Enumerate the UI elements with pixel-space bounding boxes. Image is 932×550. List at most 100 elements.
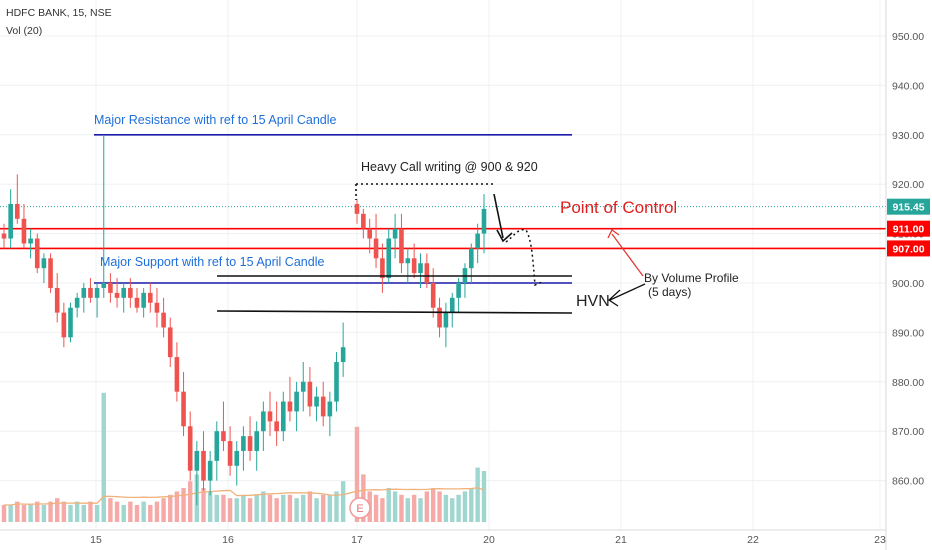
volume-bar	[267, 494, 273, 522]
candle-body	[437, 307, 442, 328]
candle-body	[392, 228, 398, 239]
candle-body	[54, 287, 60, 313]
volume-bar	[68, 505, 73, 522]
candle-body	[380, 258, 385, 279]
y-tick-label: 950.00	[892, 31, 924, 43]
candle-body	[469, 248, 474, 269]
volume-bar	[462, 491, 468, 522]
volume-bar	[134, 505, 140, 522]
candle-body	[181, 391, 186, 427]
candle-body	[314, 396, 319, 407]
poc-pointer-head	[607, 229, 620, 239]
volume-bars	[1, 392, 487, 522]
volume-bar	[55, 498, 60, 522]
candle-body	[227, 441, 233, 466]
candle-body	[167, 327, 173, 358]
poc-pointer-shaft	[611, 233, 644, 277]
candle-body	[88, 287, 93, 298]
volume-bar	[481, 471, 487, 522]
volume-bar	[334, 491, 339, 522]
candle-body	[294, 391, 299, 412]
candle-body	[334, 362, 339, 402]
candle-body	[327, 401, 333, 417]
y-tick-label: 940.00	[892, 80, 924, 92]
x-tick-label: 15	[90, 534, 102, 546]
heavy-call-label: Heavy Call writing @ 900 & 920	[361, 160, 538, 174]
volume-bar	[294, 498, 299, 522]
candle-body	[94, 287, 100, 298]
volume-bar	[469, 488, 474, 522]
volume-bar	[1, 505, 7, 522]
candle-body	[128, 287, 133, 298]
candle-body	[201, 450, 206, 481]
volume-bar	[154, 501, 160, 522]
price-label-text: 911.00	[893, 224, 925, 236]
price-axis[interactable]: 950.00940.00930.00920.00910.00900.00890.…	[885, 0, 924, 550]
volume-bar	[287, 494, 293, 522]
candle-body	[154, 302, 160, 313]
y-tick-label: 860.00	[892, 476, 924, 488]
volume-bar	[181, 488, 186, 522]
hvn-pointer-head	[607, 289, 621, 307]
hvn-label: HVN	[576, 293, 610, 310]
volume-bar	[81, 505, 86, 522]
major-resistance-label: Major Resistance with ref to 15 April Ca…	[94, 113, 337, 127]
volume-bar	[227, 498, 233, 522]
x-tick-label: 17	[351, 534, 363, 546]
volume-bar	[327, 494, 333, 522]
candle-body	[234, 450, 240, 466]
candle-body	[373, 238, 379, 259]
volume-bar	[214, 494, 219, 522]
volume-bar	[207, 491, 213, 522]
volume-bar	[321, 494, 326, 522]
candle-body	[261, 411, 266, 432]
volume-profile-label: By Volume Profile	[644, 271, 739, 285]
volume-bar	[450, 498, 455, 522]
hvn-pointer-shaft	[609, 283, 646, 301]
candle-body	[101, 283, 107, 288]
candle-body	[187, 426, 193, 471]
candle-body	[28, 238, 33, 244]
volume-bar	[114, 501, 120, 522]
volume-bar	[247, 498, 253, 522]
volume-bar	[35, 501, 40, 522]
volume-bar	[424, 491, 430, 522]
y-tick-label: 870.00	[892, 426, 924, 438]
candle-body	[430, 283, 436, 308]
volume-bar	[74, 501, 80, 522]
candle-body	[411, 258, 417, 274]
candle-body	[354, 203, 360, 214]
candle-body	[386, 238, 392, 279]
price-labels: 915.45 911.00 907.00	[887, 198, 930, 257]
volume-bar	[373, 494, 379, 522]
x-tick-label: 23	[874, 534, 886, 546]
drawings	[216, 183, 646, 314]
candle-body	[449, 297, 455, 313]
candle-body	[161, 312, 166, 328]
candle-body	[281, 401, 286, 432]
volume-bar	[418, 498, 423, 522]
down-arrow-head	[496, 229, 513, 243]
volume-bar	[431, 488, 436, 522]
volume-bar	[399, 494, 404, 522]
candle-body	[274, 421, 279, 432]
time-axis[interactable]: 15 16 17 20 21 22 23	[0, 529, 886, 546]
volume-bar	[61, 501, 67, 522]
volume-bar	[201, 488, 206, 522]
candle-body	[41, 258, 47, 269]
candle-body	[307, 381, 313, 407]
earnings-marker[interactable]: E	[349, 497, 371, 519]
poc-label: Point of Control	[560, 198, 677, 217]
volume-header: Vol (20)	[6, 25, 43, 37]
volume-bar	[188, 481, 193, 522]
earnings-marker-label: E	[356, 503, 363, 515]
volume-ma-line	[4, 487, 485, 506]
candle-body	[214, 431, 220, 461]
candle-body	[399, 228, 404, 264]
down-arrow-shaft	[493, 193, 504, 239]
volume-bar	[48, 501, 53, 522]
volume-bar	[128, 501, 133, 522]
volume-bar	[141, 501, 146, 522]
volume-bar	[221, 494, 226, 522]
